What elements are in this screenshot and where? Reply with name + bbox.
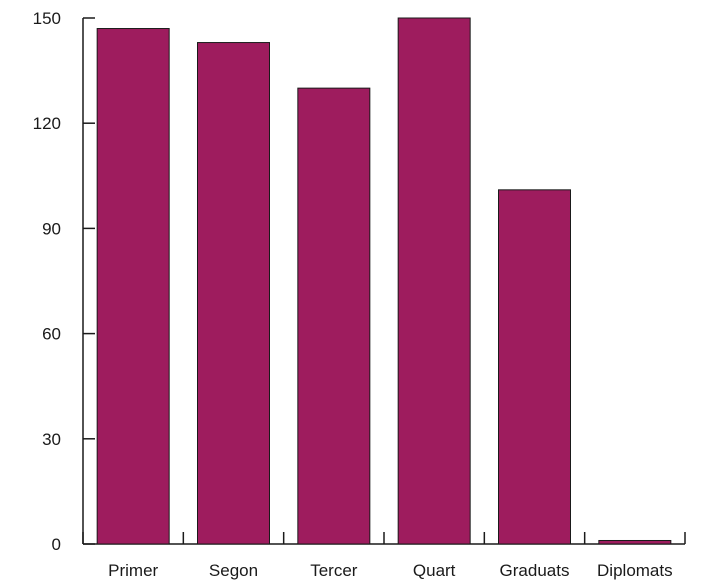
bar-tercer	[297, 87, 371, 545]
bar-segon	[197, 42, 270, 545]
y-tick-label: 30	[42, 430, 61, 449]
y-tick-label: 0	[52, 535, 61, 554]
bar-diplomats	[598, 539, 672, 545]
y-axis: 0 30 60 90 120 150	[33, 9, 95, 554]
y-tick-label: 150	[33, 9, 61, 28]
x-category-label: Tercer	[310, 561, 358, 580]
bar-quart	[397, 17, 471, 545]
y-tick-label: 120	[33, 114, 61, 133]
bar-graduats	[498, 189, 571, 545]
bar-primer	[96, 28, 170, 545]
x-category-label: Primer	[108, 561, 158, 580]
x-category-label: Diplomats	[597, 561, 673, 580]
y-tick-label: 60	[42, 325, 61, 344]
x-category-label: Quart	[413, 561, 456, 580]
x-category-label: Graduats	[500, 561, 570, 580]
y-tick-label: 90	[42, 219, 61, 238]
bars	[96, 17, 672, 545]
x-category-label: Segon	[209, 561, 258, 580]
x-axis: Primer Segon Tercer Quart Graduats Diplomats	[82, 532, 686, 580]
